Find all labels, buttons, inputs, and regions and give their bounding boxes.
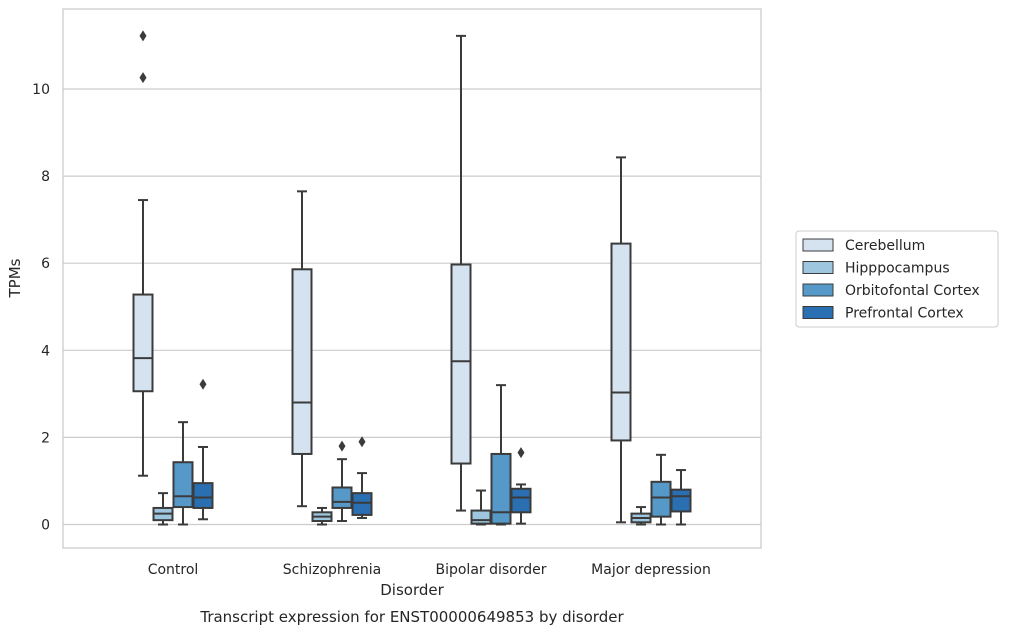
legend-label: Hipppocampus [845,261,950,277]
y-tick-label: 0 [41,518,50,534]
outlier-point [139,30,147,42]
box-orbitofontal-cortex [172,421,194,526]
plot-area-frame [62,8,762,549]
x-tick-label: Schizophrenia [283,562,381,578]
box-cerebellum [291,190,313,508]
box-prefrontal-cortex [510,447,532,525]
outlier-point [199,378,207,390]
x-tick-label: Control [148,562,199,578]
box-cerebellum [610,156,632,524]
y-tick-label: 2 [41,430,50,446]
outlier-point [358,436,366,448]
x-tick-label: Bipolar disorder [435,562,546,578]
box-hipppocampus [470,489,492,526]
box-body [192,482,214,509]
y-tick-label: 6 [41,256,50,272]
box-body [172,461,194,509]
x-tick-labels: Control Schizophrenia Bipolar disorder Majo… [148,562,711,578]
y-tick-label: 10 [32,82,50,98]
legend-swatch [802,261,834,274]
legend-swatch [802,238,834,252]
box-body [450,263,472,465]
box-body [650,480,672,518]
outlier-point [139,72,147,84]
outlier-point [517,447,525,459]
box-cerebellum [132,30,154,477]
box-prefrontal-cortex [192,378,214,521]
boxes [132,30,692,526]
box-hipppocampus [630,506,652,526]
box-body [331,486,353,509]
chart-caption: Transcript expression for ENST0000064985… [199,608,624,626]
y-axis-label: TPMs [6,258,24,298]
box-hipppocampus [311,506,333,526]
box-body [510,487,532,514]
box-body [610,242,632,442]
legend-swatch [802,306,834,319]
grid-lines [63,88,761,526]
y-tick-label: 8 [41,169,50,185]
box-body [291,268,313,455]
legend-frame [795,230,999,328]
box-body [132,293,154,393]
box-prefrontal-cortex [670,469,692,526]
x-tick-label: Major depression [591,562,711,578]
box-prefrontal-cortex [351,436,373,519]
box-orbitofontal-cortex [490,384,512,526]
x-axis-label: Disorder [380,581,444,599]
legend-label: Prefrontal Cortex [845,306,964,322]
box-body [470,509,492,525]
legend: Cerebellum Hipppocampus Orbitofontal Corte… [795,230,999,328]
box-body [670,488,692,513]
legend-label: Orbitofontal Cortex [845,283,980,299]
y-tick-labels: 0 2 4 6 8 10 [32,82,50,534]
legend-swatch [802,283,834,297]
box-orbitofontal-cortex [650,453,672,526]
legend-label: Cerebellum [845,238,925,254]
y-tick-label: 4 [41,343,50,359]
box-body [351,492,373,516]
outlier-point [338,440,346,452]
box-hipppocampus [152,492,174,526]
box-orbitofontal-cortex [331,440,353,523]
box-cerebellum [450,34,472,512]
